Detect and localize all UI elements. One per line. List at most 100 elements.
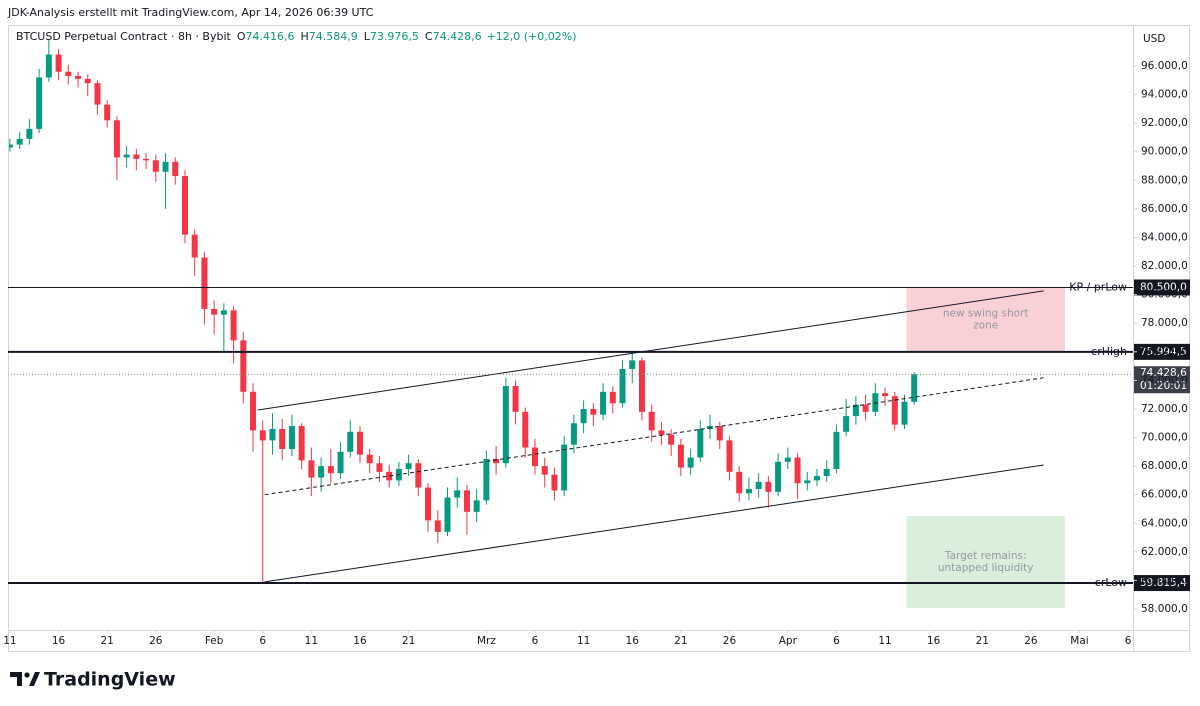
zone	[906, 287, 1065, 352]
candle-body	[833, 431, 840, 469]
y-tick-label: 72.000,0	[1141, 403, 1188, 415]
x-tick-label: 6	[532, 635, 539, 647]
legend-part: 74.416,6	[246, 30, 295, 43]
candle-body	[55, 54, 62, 72]
y-tick-label: 66.000,0	[1141, 489, 1188, 501]
y-tick-label: 96.000,0	[1141, 60, 1188, 72]
candle-body	[386, 471, 393, 481]
candle-body	[775, 461, 782, 492]
candle-body	[65, 71, 72, 77]
candle-body	[298, 426, 305, 461]
candle-body	[405, 463, 412, 469]
level-price-box	[1134, 279, 1190, 296]
candle-body	[687, 457, 694, 468]
candle-body	[629, 360, 636, 369]
candle-body	[123, 154, 130, 158]
logo-mark	[10, 672, 22, 686]
candle-body	[230, 310, 237, 341]
candle-body	[502, 386, 509, 464]
chart-frame	[8, 25, 1190, 652]
candle-body	[852, 404, 859, 417]
legend-part: H	[301, 30, 309, 43]
logo-mark	[24, 672, 30, 678]
candle-body	[191, 234, 198, 258]
candle-body	[590, 408, 597, 415]
candle-body	[162, 161, 169, 172]
x-tick-label: 16	[626, 635, 640, 647]
candle-body	[619, 368, 626, 404]
candle-body	[16, 138, 23, 145]
candle-body	[220, 310, 227, 315]
overlay: 74.428,601:20:01 KP / prLow 80.500,0 crHigh…	[8, 279, 1190, 592]
candle-body	[726, 440, 733, 472]
x-tick-label: Apr	[779, 635, 798, 647]
candle-body	[376, 463, 383, 472]
level-price-box	[1134, 575, 1190, 592]
zone-label: zone	[973, 320, 998, 332]
zone-label: Target remains:	[944, 550, 1027, 562]
candle-body	[784, 457, 791, 462]
countdown: 01:20:01	[1140, 380, 1187, 392]
legend-part: L	[364, 30, 371, 43]
candle-body	[269, 428, 276, 441]
logo-mark	[29, 672, 40, 686]
trendline	[264, 464, 1044, 583]
candle-body	[648, 411, 655, 431]
zone-label: new swing short	[943, 308, 1029, 320]
legend-part: 74.428,6	[433, 30, 482, 43]
candle-body	[337, 451, 344, 474]
level-price-label: 80.500,0	[1140, 281, 1187, 293]
candle-body	[143, 158, 150, 161]
trendline	[257, 290, 1044, 411]
candle-body	[26, 128, 33, 139]
symbol-legend: BTCUSD Perpetual Contract · 8h · Bybit O7…	[16, 30, 577, 43]
candle-body	[250, 391, 257, 431]
x-tick-label: 11	[878, 635, 891, 647]
level-price-box	[1134, 343, 1190, 360]
candle-body	[882, 393, 889, 397]
candle-body	[891, 396, 898, 425]
legend-part: C	[425, 30, 433, 43]
legend-part: 73.976,5	[370, 30, 419, 43]
candle-body	[901, 401, 908, 425]
header: JDK-Analysis erstellt mit TradingView.co…	[7, 6, 374, 19]
y-tick-label: 86.000,0	[1141, 203, 1188, 215]
candle-body	[580, 408, 587, 424]
candle-body	[911, 374, 918, 402]
candle-body	[181, 176, 188, 235]
last-price-box	[1134, 366, 1190, 394]
candle-body	[677, 444, 684, 468]
y-tick-label: 74.000,0	[1141, 374, 1188, 386]
candle-body	[609, 391, 616, 404]
candle-body	[211, 308, 218, 315]
candle-body	[94, 83, 101, 105]
level-price-label: 75.994,5	[1140, 346, 1187, 358]
candle-body	[541, 466, 548, 475]
candle-body	[45, 54, 52, 78]
candle-body	[668, 434, 675, 445]
candle-body	[104, 104, 111, 121]
y-tick-label: 64.000,0	[1141, 517, 1188, 529]
candle-body	[113, 120, 120, 158]
candle-body	[84, 78, 91, 84]
x-tick-label: 21	[674, 635, 687, 647]
y-tick-label: 60.000,0	[1141, 574, 1188, 586]
candle-body	[794, 457, 801, 484]
candle-body	[804, 480, 811, 484]
legend-part: O	[237, 30, 246, 43]
legend-part: 74.584,9	[309, 30, 358, 43]
candle-body	[463, 490, 470, 512]
candle-body	[279, 428, 286, 449]
candle-body	[454, 490, 461, 498]
candle-body	[755, 481, 762, 489]
y-tick-label: 88.000,0	[1141, 174, 1188, 186]
x-tick-label: 16	[353, 635, 367, 647]
x-tick-label: 21	[100, 635, 113, 647]
candle-body	[172, 161, 179, 177]
candle-body	[434, 520, 441, 532]
x-tick-label: Mai	[1070, 635, 1088, 647]
candle-body	[697, 428, 704, 458]
logo: TradingView	[10, 669, 176, 691]
